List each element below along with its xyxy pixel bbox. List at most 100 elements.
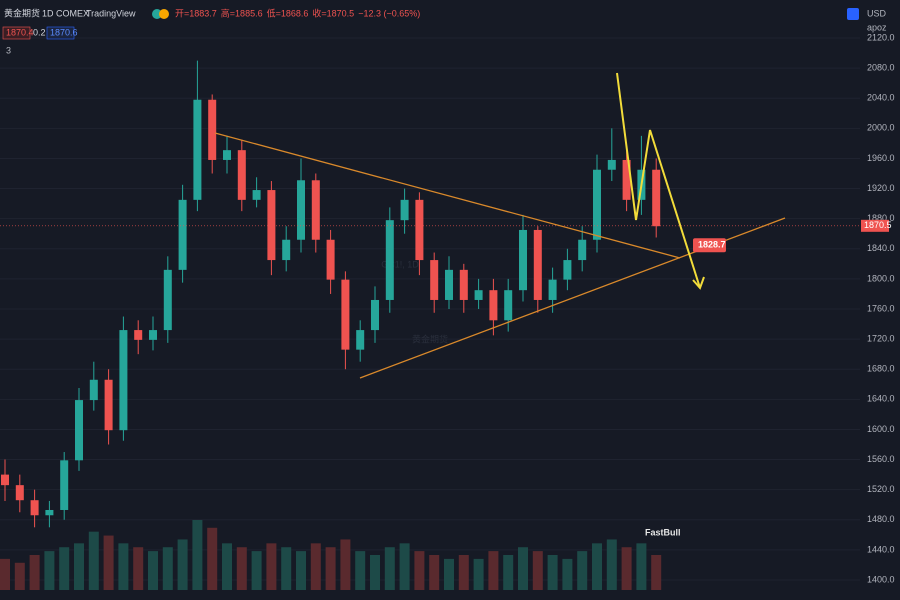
bid-box <box>2 26 31 40</box>
candle-body <box>89 379 98 401</box>
volume-bar <box>606 539 617 590</box>
volume-bar <box>236 547 247 590</box>
candle-body <box>593 169 601 240</box>
volume-bar <box>207 527 218 590</box>
sync-button[interactable] <box>847 8 859 20</box>
y-tick-label: 2080.0 <box>867 62 895 72</box>
candle-body <box>519 229 527 291</box>
volume-bar <box>296 551 306 590</box>
target-tag <box>693 238 726 253</box>
candle-body <box>237 150 246 200</box>
candle-body <box>459 269 468 300</box>
candle-body <box>119 330 128 431</box>
volume-bar <box>14 562 25 590</box>
volume-bar <box>281 547 292 590</box>
volume-bar <box>547 555 558 590</box>
y-tick-label: 1840.0 <box>867 243 895 253</box>
ask: 1870.6 <box>50 27 78 37</box>
symbol: 黄金期货 <box>4 7 40 18</box>
last-price-label: 1870.5 <box>864 220 892 230</box>
volume-bar <box>162 547 173 590</box>
candle-body <box>474 290 483 300</box>
candle-body <box>504 290 513 321</box>
candle-body <box>297 180 305 240</box>
candle-body <box>282 239 291 261</box>
volume-bar <box>384 547 395 590</box>
ask-box <box>46 26 75 40</box>
candle-body <box>607 159 616 170</box>
status-dot <box>159 9 169 19</box>
volume-bar <box>458 555 469 590</box>
candle-body <box>385 220 394 300</box>
watermark-symbol: GC1!, 1D <box>381 259 419 269</box>
currency[interactable]: USD <box>867 8 887 18</box>
candle-body <box>252 190 261 200</box>
volume-bar <box>133 547 144 590</box>
candle-body <box>30 500 39 516</box>
candle-body <box>45 509 54 516</box>
volume-bar <box>118 543 129 590</box>
candle-body <box>104 379 113 431</box>
candle-body <box>163 269 172 331</box>
candle-body <box>75 400 83 461</box>
y-tick-label: 1960.0 <box>867 153 895 163</box>
forecast-path <box>616 72 701 289</box>
ohlc-value: 高=1885.6 <box>221 7 263 18</box>
y-tick-label: 1400.0 <box>867 574 895 584</box>
candle-body <box>430 260 439 300</box>
exchange: COMEX <box>56 8 89 18</box>
volume-bar <box>370 555 380 590</box>
volume-bar <box>577 551 588 590</box>
candle-body <box>356 330 365 350</box>
target-label: 1828.7 <box>698 240 726 250</box>
candle-body <box>341 279 350 350</box>
candle-body <box>1 474 9 486</box>
candle-body <box>622 159 631 200</box>
volume-bar <box>562 558 573 590</box>
volume-bar <box>0 558 10 590</box>
volume-bar <box>621 547 632 590</box>
volume-bar <box>88 531 99 590</box>
candle-body <box>400 199 409 221</box>
last-price-tag <box>861 219 889 232</box>
y-tick-label: 1680.0 <box>867 364 895 374</box>
candle-body <box>533 229 542 300</box>
trendline-upper <box>214 132 681 259</box>
volume-bar <box>503 555 514 590</box>
candle-body <box>60 460 69 510</box>
volume-bar <box>192 520 203 590</box>
volume-bar <box>266 543 277 590</box>
candle-body <box>15 485 24 501</box>
bid: 1870.4 <box>6 27 34 37</box>
candle-body <box>311 180 320 240</box>
y-tick-label: 1800.0 <box>867 273 895 283</box>
volume-bar <box>251 551 262 590</box>
status-dot <box>152 9 162 19</box>
scale-mode[interactable]: apoz <box>867 22 887 32</box>
y-tick-label: 1600.0 <box>867 424 895 434</box>
y-tick-label: 1920.0 <box>867 183 895 193</box>
y-tick-label: 2120.0 <box>867 32 895 42</box>
candle-body <box>178 199 187 270</box>
y-tick-label: 2000.0 <box>867 123 895 133</box>
y-tick-label: 1560.0 <box>867 454 895 464</box>
volume-bar <box>340 539 351 590</box>
volume-bar <box>222 543 232 590</box>
y-tick-label: 1880.0 <box>867 213 895 223</box>
y-tick-label: 1760.0 <box>867 303 895 313</box>
volume-bar <box>29 555 40 590</box>
y-tick-label: 2040.0 <box>867 93 895 103</box>
y-tick-label: 1520.0 <box>867 484 895 494</box>
candle-body <box>445 269 453 300</box>
y-tick-label: 1640.0 <box>867 394 895 404</box>
volume-bar <box>103 535 114 590</box>
ohlc-value: −12.3 (−0.65%) <box>358 8 420 18</box>
candle-body <box>415 199 424 261</box>
candle-body <box>208 99 217 160</box>
candle-body <box>223 150 231 160</box>
y-tick-label: 1480.0 <box>867 514 895 524</box>
volume-bar <box>414 551 425 590</box>
indicators[interactable]: 3 <box>6 45 11 55</box>
volume-bar <box>651 555 662 590</box>
